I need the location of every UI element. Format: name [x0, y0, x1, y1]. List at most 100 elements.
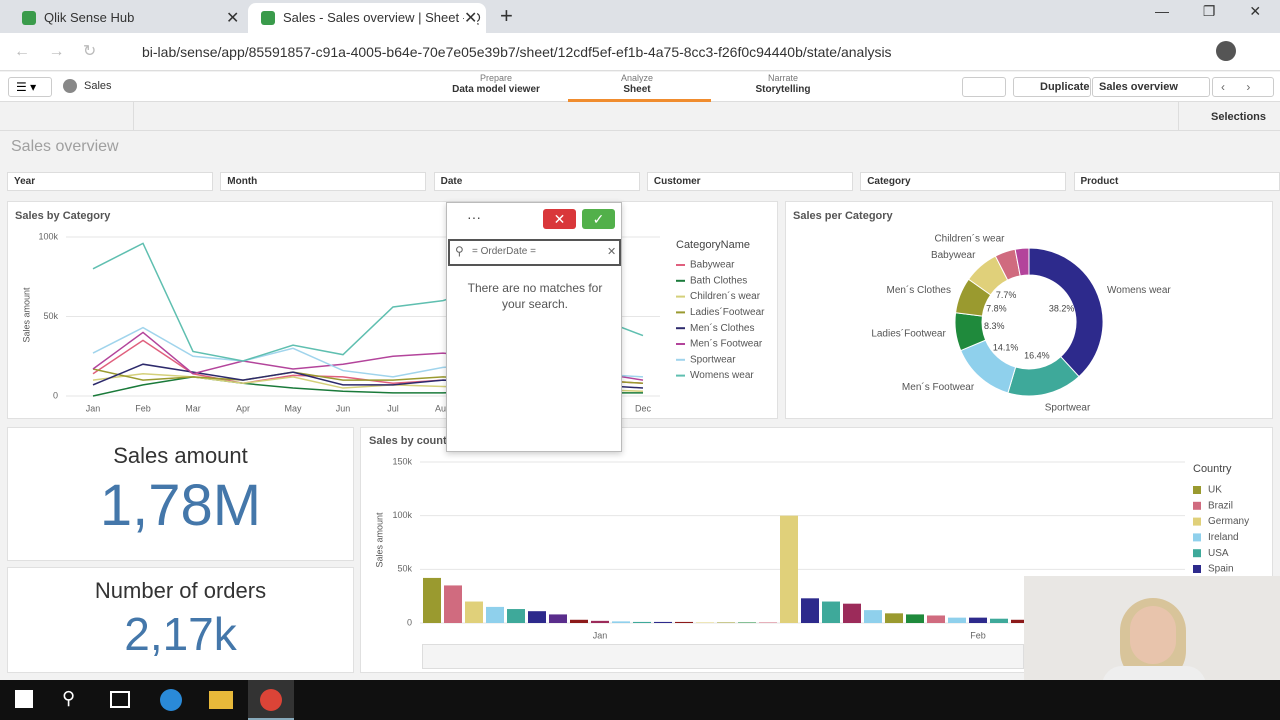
slice-label: Womens wear — [1107, 285, 1171, 296]
panel — [7, 567, 354, 673]
new-tab[interactable]: + — [500, 3, 513, 28]
filter-pane[interactable]: Date — [433, 172, 640, 191]
legend-label: UK — [1208, 485, 1222, 496]
tab-bar — [0, 0, 1280, 33]
bar — [759, 622, 777, 623]
filter-pane[interactable]: Year — [7, 172, 213, 191]
selection-tools[interactable] — [0, 102, 134, 131]
x-tick-label: Jan — [86, 403, 101, 413]
edge[interactable] — [160, 689, 182, 711]
selections[interactable]: Selections — [1178, 102, 1280, 131]
value-label: 16.4% — [1024, 350, 1050, 360]
url[interactable]: bi-lab/sense/app/85591857-c91a-4005-b64e… — [142, 44, 892, 60]
filter-pane[interactable]: Category — [860, 172, 1067, 191]
selection-bar: Selections — [0, 102, 1280, 131]
legend-label: Ireland — [1208, 532, 1239, 543]
kpi-value: 1,78M — [99, 473, 262, 538]
nav-step[interactable]: Prepare — [479, 73, 513, 83]
menu[interactable]: ☰ ▾ — [8, 77, 52, 97]
filter-pane[interactable]: Product — [1073, 172, 1280, 191]
filter-pane[interactable]: Customer — [646, 172, 853, 191]
nav-label[interactable]: Storytelling — [755, 84, 811, 95]
bar — [549, 614, 567, 623]
nav-label[interactable]: Sheet — [623, 84, 651, 95]
legend-label: Babywear — [690, 260, 735, 271]
bar — [486, 606, 504, 623]
tab-title: Qlik Sense Hub — [44, 10, 135, 25]
sheet-nav[interactable]: ‹ › — [1212, 77, 1274, 97]
duplicate[interactable]: Duplicate — [1013, 77, 1091, 97]
x-tick-label: Feb — [135, 403, 151, 413]
legend-label: Sportwear — [690, 354, 736, 365]
nav-step[interactable]: Analyze — [620, 73, 654, 83]
kpi-value: 2,17k — [124, 608, 237, 660]
bar — [969, 617, 987, 623]
nav-buttons[interactable]: ← → ↻ — [14, 43, 97, 60]
value-label: 7.8% — [986, 304, 1007, 314]
profile[interactable] — [1216, 41, 1236, 61]
legend-swatch — [1193, 517, 1201, 526]
legend-label: Brazil — [1208, 500, 1233, 511]
axis-title: Sales amount — [21, 287, 31, 343]
bar — [654, 621, 672, 623]
chrome[interactable] — [248, 680, 294, 720]
scrollbar[interactable] — [422, 644, 1024, 669]
filter-pane[interactable]: Month — [220, 172, 427, 191]
confirm[interactable]: ✓ — [582, 209, 615, 229]
value-label: 14.1% — [993, 342, 1019, 352]
favicon — [261, 11, 275, 25]
bar — [570, 619, 588, 623]
nav-label[interactable]: Data model viewer — [452, 84, 540, 95]
legend-label: Spain — [1208, 564, 1234, 575]
nav-step[interactable]: Narrate — [767, 73, 798, 83]
y-tick-label: 100k — [392, 510, 412, 520]
bar — [1011, 619, 1029, 623]
slice-label: Babywear — [931, 250, 976, 261]
sheet-menu[interactable]: Sales overview — [1092, 77, 1210, 97]
legend-label: Ladies´Footwear — [690, 306, 765, 318]
more[interactable]: ··· — [467, 209, 481, 225]
bar — [885, 613, 903, 623]
start[interactable] — [15, 690, 33, 708]
x-tick-label: Apr — [236, 403, 250, 413]
explorer[interactable] — [209, 691, 233, 709]
search-input[interactable]: = OrderDate = ⚲ ✕ — [448, 239, 621, 266]
chart-title: Sales by Category — [15, 210, 111, 222]
legend-label: Men´s Clothes — [690, 322, 754, 334]
close[interactable]: ✕ — [464, 8, 478, 28]
x-tick-label: Feb — [970, 630, 986, 640]
slice-label: Sportwear — [1045, 402, 1091, 413]
y-tick-label: 50k — [397, 564, 412, 574]
bar — [528, 611, 546, 623]
favicon — [22, 11, 36, 25]
webcam — [1024, 576, 1280, 680]
x-tick-label: Jul — [387, 403, 399, 413]
donut-slice — [1014, 247, 1030, 277]
bar — [612, 621, 630, 623]
bar — [444, 585, 462, 623]
close[interactable]: ✕ — [226, 10, 240, 27]
bar — [696, 622, 714, 623]
cancel[interactable]: ✕ — [543, 209, 576, 229]
tab[interactable]: Qlik Sense Hub ✕ — [8, 3, 246, 33]
donut-slice — [1028, 247, 1104, 378]
legend-swatch — [1193, 533, 1201, 542]
x-tick-label: May — [284, 403, 302, 413]
y-tick-label: 0 — [407, 617, 412, 627]
x-tick-label: Aug — [435, 403, 451, 413]
task-view[interactable] — [110, 691, 130, 708]
slice-label: Men´s Footwear — [902, 381, 975, 393]
legend-swatch — [1193, 486, 1201, 494]
search[interactable]: ⚲ — [62, 688, 76, 708]
app-icon — [63, 79, 77, 93]
bar — [927, 615, 945, 623]
bar — [822, 601, 840, 623]
x-tick-label: Jan — [593, 630, 608, 640]
bookmark[interactable] — [962, 77, 1006, 97]
tab-active[interactable]: Sales - Sales overview | Sheet - Q ✕ — [248, 3, 486, 33]
bar — [948, 617, 966, 623]
clear[interactable]: ✕ — [607, 246, 617, 258]
x-tick-label: Jun — [336, 403, 351, 413]
address-bar: ← → ↻ bi-lab/sense/app/85591857-c91a-400… — [0, 33, 1280, 71]
window-controls[interactable]: — ❐ ✕ — [1155, 3, 1262, 19]
